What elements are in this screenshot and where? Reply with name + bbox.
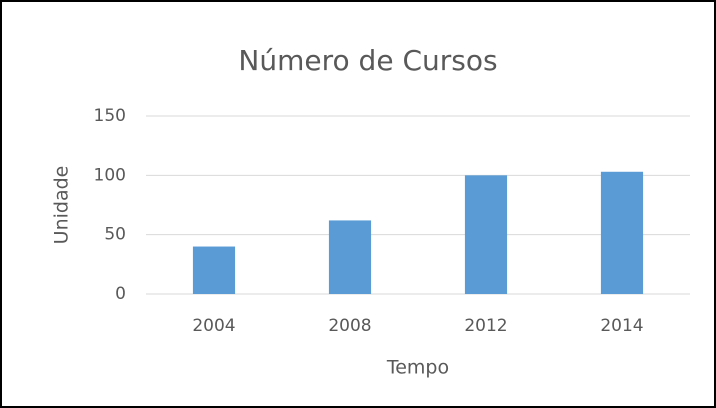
y-tick-label: 50	[104, 225, 126, 245]
x-axis-label: Tempo	[386, 357, 449, 379]
bar	[328, 220, 372, 294]
bar	[464, 175, 508, 294]
x-tick-label: 2008	[328, 316, 371, 336]
x-tick-label: 2004	[192, 316, 235, 336]
chart-title: Número de Cursos	[238, 44, 497, 77]
x-tick-label: 2014	[600, 316, 643, 336]
y-axis-label: Unidade	[51, 166, 73, 245]
bar	[192, 246, 236, 294]
y-tick-label: 100	[94, 165, 126, 185]
bar	[600, 171, 644, 294]
y-tick-label: 150	[94, 106, 126, 126]
x-tick-label: 2012	[464, 316, 507, 336]
y-tick-label: 0	[115, 284, 126, 304]
